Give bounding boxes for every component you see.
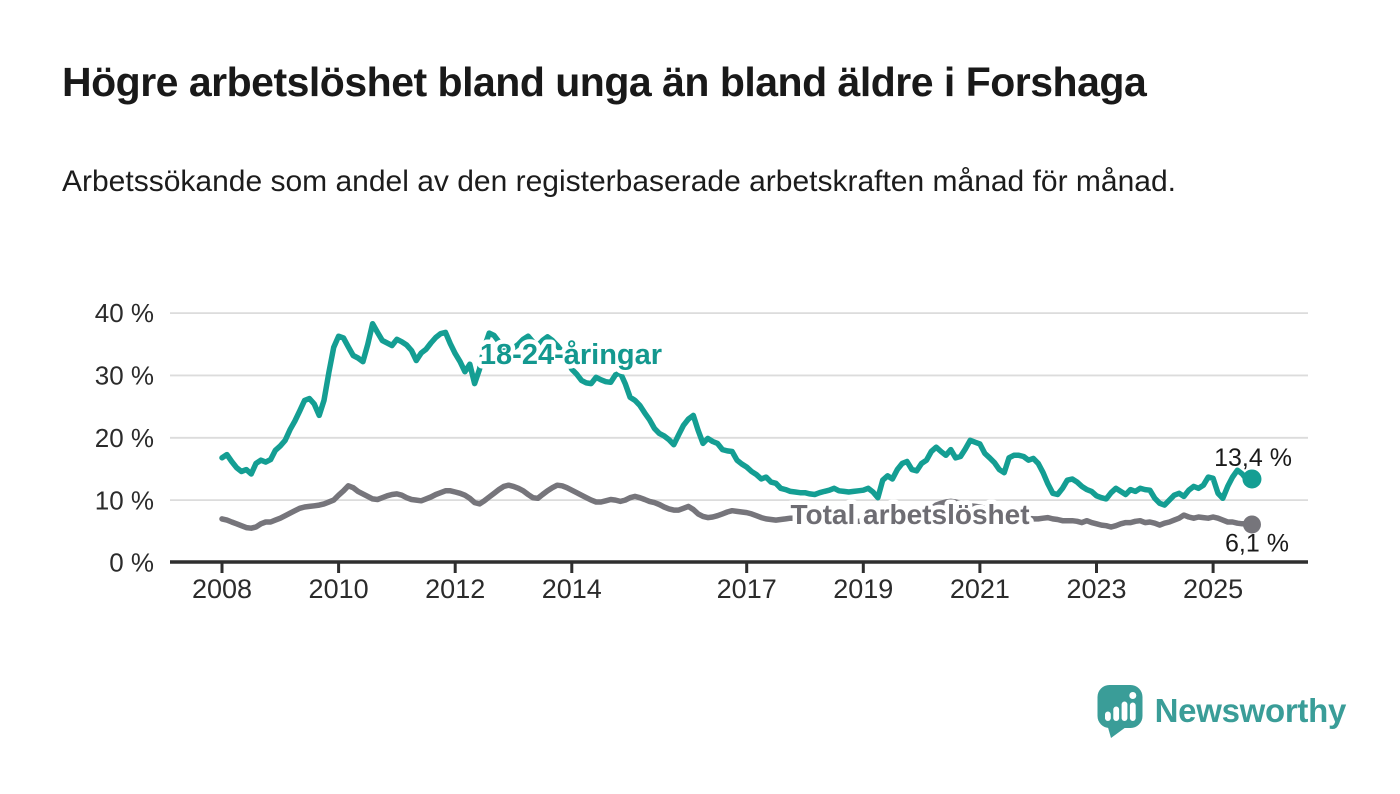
x-tick-label: 2019 [833,574,893,604]
x-tick-label: 2014 [542,574,602,604]
y-axis-label: 10 % [95,485,154,515]
x-tick-label: 2010 [309,574,369,604]
y-axis-label: 30 % [95,361,154,391]
page-title: Högre arbetslöshet bland unga än bland ä… [62,59,1147,105]
series-label-youth: 18-24-åringar [480,339,662,371]
series-label-total: Total arbetslöshet [790,499,1029,530]
x-tick-label: 2008 [192,574,252,604]
series-line-total [219,482,1255,531]
value-label-youth: 13,4 % [1214,444,1292,472]
y-axis-label: 0 % [109,548,154,578]
brand-name: Newsworthy [1154,692,1347,729]
series-label-total: Total arbetslöshet [790,499,1029,530]
x-tick-label: 2017 [717,574,777,604]
series-label-youth: 18-24-åringar [480,339,662,371]
series-endpoint-youth [1242,469,1262,489]
page-subtitle: Arbetssökande som andel av den registerb… [62,165,1176,198]
y-axis-label: 20 % [95,423,154,453]
x-tick-label: 2021 [950,574,1010,604]
newsworthy-logo: Newsworthy [1096,683,1346,739]
value-label-total: 6,1 % [1225,529,1289,557]
series-endpoint-total [1242,515,1261,534]
x-tick-label: 2012 [425,574,485,604]
series-line-youth [219,320,1255,508]
x-tick-label: 2025 [1183,574,1243,604]
y-axis-label: 40 % [95,298,154,328]
newsworthy-speech-bubble-barchart-icon [1097,685,1143,738]
x-tick-label: 2023 [1066,574,1126,604]
